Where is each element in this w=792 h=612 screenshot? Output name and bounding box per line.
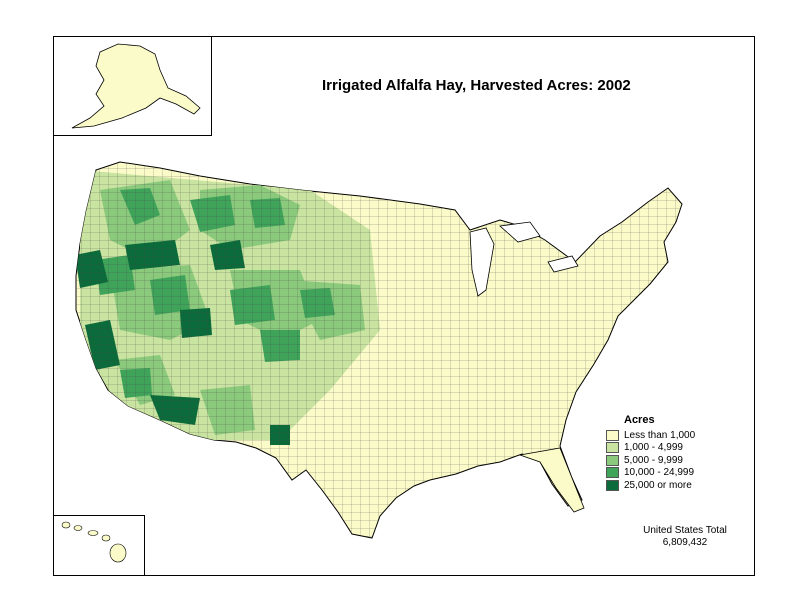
us-total-label: United States Total [643,525,727,536]
legend-item: 1,000 - 4,999 [606,442,695,455]
legend-label: 5,000 - 9,999 [624,454,683,466]
legend-item: Less than 1,000 [606,429,695,442]
legend-item: 5,000 - 9,999 [606,454,695,467]
great-lakes [469,221,579,297]
legend-item: 25,000 or more [606,479,695,492]
legend-swatch [606,429,619,441]
legend-swatch [606,454,619,466]
legend-title: Acres [624,414,655,426]
legend-label: 25,000 or more [624,479,692,491]
legend-swatch [606,479,619,491]
western-irrigation-regions [76,162,682,538]
legend: Acres Less than 1,000 1,000 - 4,999 5,00… [606,414,695,492]
alaska-shape [71,43,201,129]
florida-shape [518,447,585,513]
legend-swatch [606,442,619,454]
map-title: Irrigated Alfalfa Hay, Harvested Acres: … [322,77,631,94]
alaska-inset [53,36,212,136]
us-total-value: 6,809,432 [662,537,708,548]
legend-label: Less than 1,000 [624,429,696,441]
legend-swatch [606,467,619,479]
us-total: United States Total 6,809,432 [625,525,745,549]
legend-label: 10,000 - 24,999 [624,467,695,479]
legend-item: 10,000 - 24,999 [606,467,695,480]
legend-label: 1,000 - 4,999 [624,442,683,454]
hawaii-inset [53,515,145,576]
hawaii-islands [61,521,127,563]
